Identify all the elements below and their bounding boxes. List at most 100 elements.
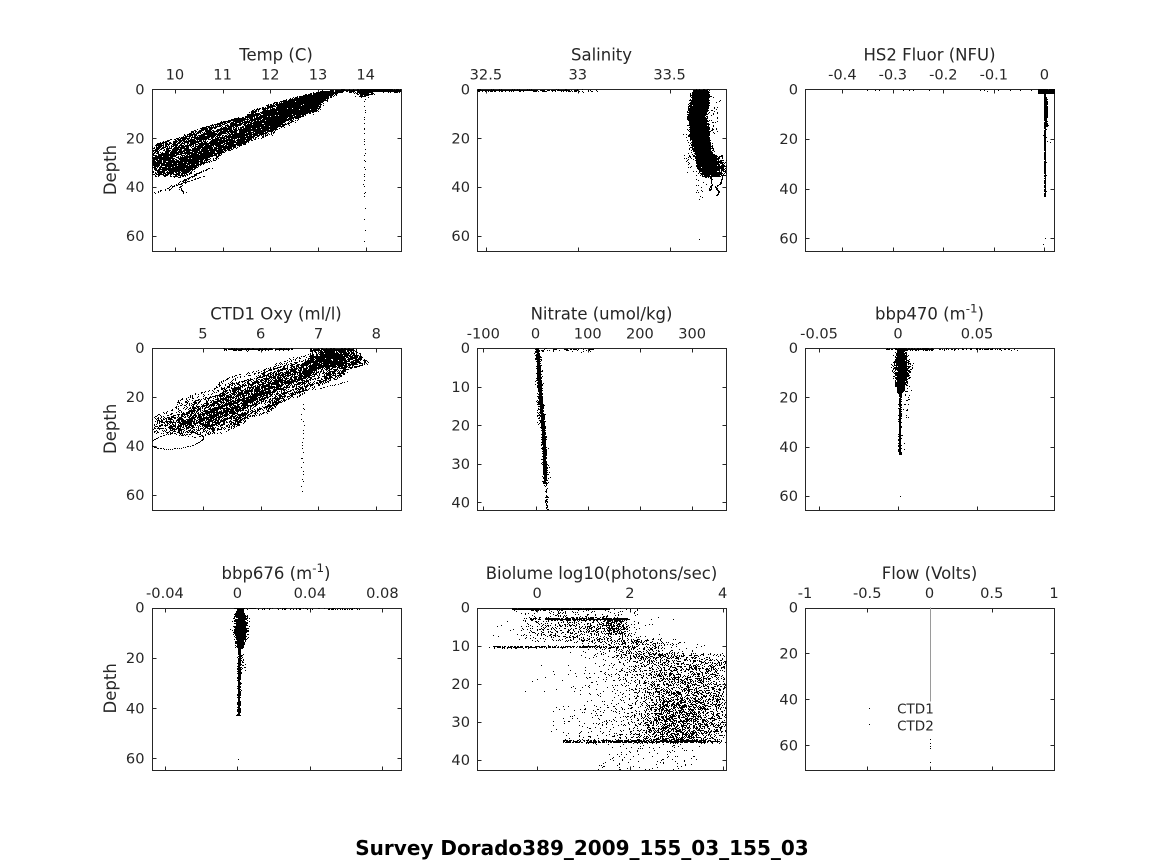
data-points bbox=[886, 348, 1018, 497]
legend-label: CTD1 bbox=[897, 702, 934, 718]
y-tick-label: 40 bbox=[126, 438, 145, 455]
axes-frame bbox=[152, 348, 402, 511]
x-tick-label: -0.4 bbox=[828, 67, 856, 84]
y-tick-label: 60 bbox=[126, 751, 145, 768]
y-tick-label: 60 bbox=[451, 228, 470, 245]
data-points bbox=[869, 708, 931, 763]
axes-frame bbox=[152, 608, 402, 771]
x-tick-label: -0.05 bbox=[800, 326, 838, 343]
y-tick-label: 20 bbox=[451, 130, 470, 147]
y-tick-label: 0 bbox=[461, 81, 470, 98]
y-tick-label: 60 bbox=[779, 231, 798, 248]
y-tick-label: 0 bbox=[461, 340, 470, 357]
y-tick-label: 0 bbox=[135, 600, 144, 617]
x-tick-label: 33 bbox=[568, 67, 587, 84]
subplot-title: bbp676 (m-1) bbox=[222, 561, 331, 583]
subplot-title: Biolume log10(photons/sec) bbox=[486, 564, 718, 583]
x-tick-label: 0.05 bbox=[961, 326, 994, 343]
y-tick-label: 40 bbox=[451, 179, 470, 196]
y-tick-label: 0 bbox=[135, 340, 144, 357]
x-tick-label: 200 bbox=[626, 326, 654, 343]
y-tick-label: 0 bbox=[789, 81, 798, 98]
subplot-ctd1-oxy: CTD1 Oxy (ml/l) Depth 5 6 7 8 0 20 40 60 bbox=[101, 305, 402, 511]
y-tick-label: 20 bbox=[451, 676, 470, 693]
subplot-title: bbp470 (m-1) bbox=[875, 302, 984, 324]
x-tick-label: 0 bbox=[925, 585, 934, 602]
y-tick-label: 40 bbox=[126, 179, 145, 196]
y-axis-label: Depth bbox=[101, 404, 120, 454]
x-tick-label: 13 bbox=[309, 67, 328, 84]
x-tick-label: 33.5 bbox=[653, 67, 686, 84]
x-tick-label: -1 bbox=[798, 585, 813, 602]
y-tick-label: 40 bbox=[451, 495, 470, 512]
subplot-temp: Temp (C) Depth 10 11 12 13 14 0 20 40 60 bbox=[101, 46, 402, 252]
y-tick-label: 40 bbox=[451, 752, 470, 769]
data-points bbox=[230, 608, 360, 760]
axes-ticks bbox=[477, 348, 727, 511]
subplot-title: Flow (Volts) bbox=[882, 564, 978, 583]
x-tick-label: 100 bbox=[574, 326, 602, 343]
x-tick-label: -0.3 bbox=[879, 67, 907, 84]
y-tick-label: 20 bbox=[451, 417, 470, 434]
x-tick-label: 0.04 bbox=[294, 585, 327, 602]
axes-frame bbox=[805, 89, 1055, 252]
subplot-title: CTD1 Oxy (ml/l) bbox=[210, 305, 341, 324]
y-tick-label: 20 bbox=[126, 389, 145, 406]
x-tick-label: 0 bbox=[531, 326, 540, 343]
x-tick-label: 0 bbox=[1040, 67, 1049, 84]
x-tick-label: 0.08 bbox=[366, 585, 399, 602]
x-tick-label: 32.5 bbox=[470, 67, 503, 84]
x-tick-label: 6 bbox=[256, 326, 265, 343]
axes-frame bbox=[477, 348, 727, 511]
data-points bbox=[152, 89, 401, 242]
y-tick-label: 60 bbox=[779, 737, 798, 754]
x-tick-label: 1 bbox=[1049, 585, 1058, 602]
y-tick-label: 20 bbox=[126, 650, 145, 667]
data-points bbox=[867, 89, 1055, 245]
x-tick-label: 7 bbox=[314, 326, 323, 343]
x-tick-label: 11 bbox=[213, 67, 232, 84]
data-points bbox=[489, 608, 727, 770]
y-tick-label: 20 bbox=[126, 130, 145, 147]
subplot-title: Temp (C) bbox=[238, 46, 313, 65]
axes-ticks bbox=[152, 608, 402, 771]
y-tick-label: 60 bbox=[126, 228, 145, 245]
y-tick-label: 30 bbox=[451, 456, 470, 473]
x-tick-label: 2 bbox=[625, 585, 634, 602]
y-tick-label: 40 bbox=[779, 439, 798, 456]
x-tick-label: -0.2 bbox=[929, 67, 957, 84]
y-tick-label: 20 bbox=[779, 131, 798, 148]
x-tick-label: 300 bbox=[678, 326, 706, 343]
x-tick-label: -0.5 bbox=[853, 585, 881, 602]
y-tick-label: 0 bbox=[135, 81, 144, 98]
y-tick-label: 40 bbox=[779, 181, 798, 198]
y-tick-label: 20 bbox=[779, 646, 798, 663]
y-axis-label: Depth bbox=[101, 145, 120, 195]
x-tick-label: 0 bbox=[233, 585, 242, 602]
subplot-title: Nitrate (umol/kg) bbox=[531, 305, 673, 324]
y-tick-label: 10 bbox=[451, 379, 470, 396]
y-tick-label: 60 bbox=[779, 488, 798, 505]
y-tick-label: 0 bbox=[789, 600, 798, 617]
x-tick-label: -0.1 bbox=[980, 67, 1008, 84]
y-tick-label: 60 bbox=[126, 487, 145, 504]
y-tick-label: 20 bbox=[779, 389, 798, 406]
subplot-title: Salinity bbox=[571, 46, 632, 65]
y-tick-label: 40 bbox=[779, 691, 798, 708]
x-tick-label: 10 bbox=[166, 67, 185, 84]
data-points bbox=[534, 348, 594, 510]
axes-ticks bbox=[805, 348, 1055, 511]
data-points bbox=[477, 89, 727, 240]
y-tick-label: 0 bbox=[461, 600, 470, 617]
y-tick-label: 10 bbox=[451, 638, 470, 655]
axes-frame bbox=[477, 89, 727, 252]
data-points bbox=[152, 348, 369, 492]
subplot-salinity: Salinity 32.5 33 33.5 0 20 40 60 bbox=[451, 46, 727, 252]
